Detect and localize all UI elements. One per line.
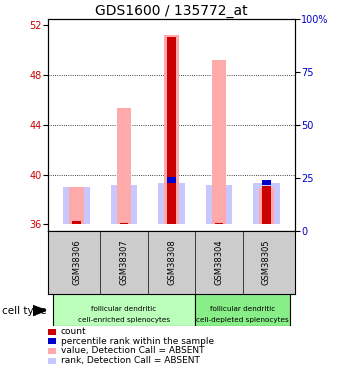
Bar <box>111 184 137 224</box>
Text: GSM38305: GSM38305 <box>262 240 271 285</box>
Bar <box>120 223 128 224</box>
Text: rank, Detection Call = ABSENT: rank, Detection Call = ABSENT <box>61 356 200 365</box>
Text: cell-depleted splenocytes: cell-depleted splenocytes <box>196 317 289 323</box>
Bar <box>63 187 90 224</box>
Text: follicular dendritic: follicular dendritic <box>210 306 275 312</box>
Text: follicular dendritic: follicular dendritic <box>91 306 157 312</box>
Text: value, Detection Call = ABSENT: value, Detection Call = ABSENT <box>61 346 204 355</box>
Text: GSM38307: GSM38307 <box>119 240 129 285</box>
Text: GSM38304: GSM38304 <box>214 240 224 285</box>
Text: percentile rank within the sample: percentile rank within the sample <box>61 337 214 346</box>
Bar <box>167 177 176 183</box>
Bar <box>167 38 176 224</box>
Bar <box>215 223 223 224</box>
Text: count: count <box>61 327 86 336</box>
Bar <box>72 220 81 224</box>
Bar <box>69 187 84 224</box>
Bar <box>158 183 185 224</box>
Bar <box>212 60 226 224</box>
Text: GSM38306: GSM38306 <box>72 240 81 285</box>
Polygon shape <box>33 305 46 316</box>
Bar <box>117 108 131 224</box>
Bar <box>262 180 271 184</box>
Text: cell-enriched splenocytes: cell-enriched splenocytes <box>78 317 170 323</box>
Bar <box>164 35 179 224</box>
Bar <box>206 184 232 224</box>
Bar <box>253 183 280 224</box>
Text: cell type: cell type <box>2 306 46 315</box>
Title: GDS1600 / 135772_at: GDS1600 / 135772_at <box>95 4 248 18</box>
Bar <box>53 294 195 326</box>
Bar <box>259 188 274 224</box>
Bar <box>262 186 271 224</box>
Bar <box>195 294 290 326</box>
Text: GSM38308: GSM38308 <box>167 240 176 285</box>
